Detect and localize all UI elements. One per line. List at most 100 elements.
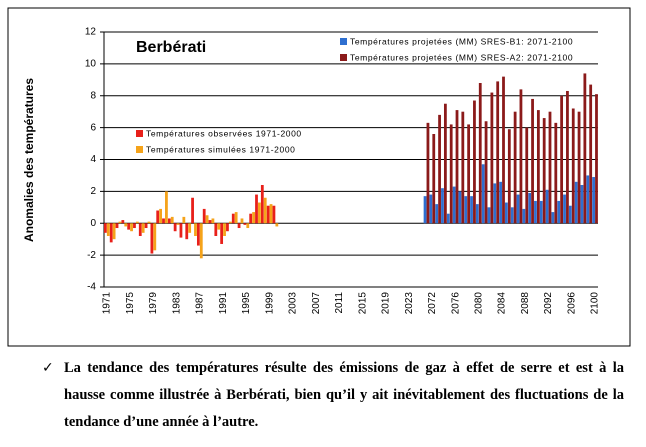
y-tick-label: 8 [90, 90, 96, 101]
x-tick-label: 2023 [404, 292, 415, 315]
chart-title: Berbérati [136, 39, 206, 56]
x-tick-label: 2003 [288, 292, 299, 315]
bar [138, 223, 142, 236]
bar [237, 223, 241, 229]
bar [510, 207, 514, 224]
bar [228, 221, 232, 224]
bar [516, 194, 520, 224]
bar [217, 223, 221, 230]
bar [560, 95, 564, 224]
x-tick-label: 1979 [148, 292, 159, 315]
chart-border [7, 7, 631, 347]
bar [536, 110, 540, 224]
bar [446, 213, 450, 224]
bar [269, 204, 273, 224]
bar [545, 189, 549, 224]
x-tick-label: 2088 [520, 292, 531, 315]
bar [141, 223, 145, 233]
bar [246, 223, 250, 229]
x-tick-label: 2019 [381, 292, 392, 315]
bar [478, 83, 482, 224]
bar [121, 220, 125, 224]
bar [586, 175, 590, 224]
bar [473, 100, 476, 224]
bar [490, 92, 494, 224]
bar [272, 205, 276, 224]
check-mark: ✓ [42, 360, 54, 376]
x-tick-label: 2007 [311, 292, 322, 315]
bar [531, 98, 534, 224]
bar [475, 204, 479, 224]
bar [592, 177, 595, 224]
bar [249, 213, 253, 224]
bar [194, 223, 197, 236]
bar [467, 124, 471, 224]
x-tick-label: 2080 [473, 292, 484, 315]
bar [464, 196, 468, 224]
x-tick-label: 2076 [450, 292, 461, 315]
bar [505, 202, 508, 224]
bar [551, 212, 555, 224]
bar [170, 216, 174, 224]
bar [127, 223, 131, 230]
legend-swatch [340, 38, 347, 45]
bar [499, 181, 502, 224]
bar [104, 223, 107, 233]
bar [220, 223, 224, 244]
legend-label: Températures simulées 1971-2000 [146, 144, 295, 154]
bar [196, 223, 200, 246]
bar [484, 121, 488, 224]
bar [502, 76, 505, 224]
bar [240, 218, 244, 224]
bar [580, 185, 584, 224]
bar [496, 81, 500, 224]
bar [493, 183, 497, 224]
x-tick-label: 1991 [218, 292, 229, 315]
bar [234, 212, 238, 224]
bar [176, 223, 180, 225]
legend-swatch [136, 130, 143, 137]
bar [185, 223, 189, 240]
bar [455, 110, 459, 224]
bar [179, 223, 183, 238]
bar [423, 196, 427, 224]
bar [159, 208, 163, 224]
bar [275, 223, 279, 227]
bar [162, 218, 165, 224]
x-tick-label: 1975 [125, 292, 136, 315]
bar [106, 223, 110, 236]
bar [150, 223, 154, 254]
bar [566, 90, 569, 224]
bar [554, 122, 558, 224]
x-tick-label: 2096 [566, 292, 577, 315]
bar [182, 216, 186, 224]
bar [124, 223, 128, 227]
bar [255, 194, 258, 224]
bar [435, 204, 439, 224]
bar [115, 223, 119, 229]
bar [441, 188, 444, 224]
x-tick-label: 1999 [264, 292, 275, 315]
bar [461, 111, 465, 224]
bar [557, 200, 561, 224]
bar [109, 223, 113, 243]
bar [135, 221, 139, 224]
x-tick-label: 2092 [543, 292, 554, 315]
x-tick-label: 2015 [357, 292, 368, 315]
bar [595, 94, 598, 224]
bar [583, 73, 587, 224]
bar [167, 218, 171, 224]
bar [202, 208, 206, 224]
bar [574, 181, 578, 224]
bar [191, 197, 194, 224]
bar [118, 221, 122, 224]
bar [208, 220, 212, 224]
chart: Berbérati Anomalies des températures -4 -… [7, 7, 631, 347]
bar [214, 223, 218, 236]
bar [188, 223, 192, 233]
bar [438, 114, 441, 224]
bar [522, 208, 526, 224]
bar [571, 108, 575, 224]
bar [199, 223, 203, 259]
